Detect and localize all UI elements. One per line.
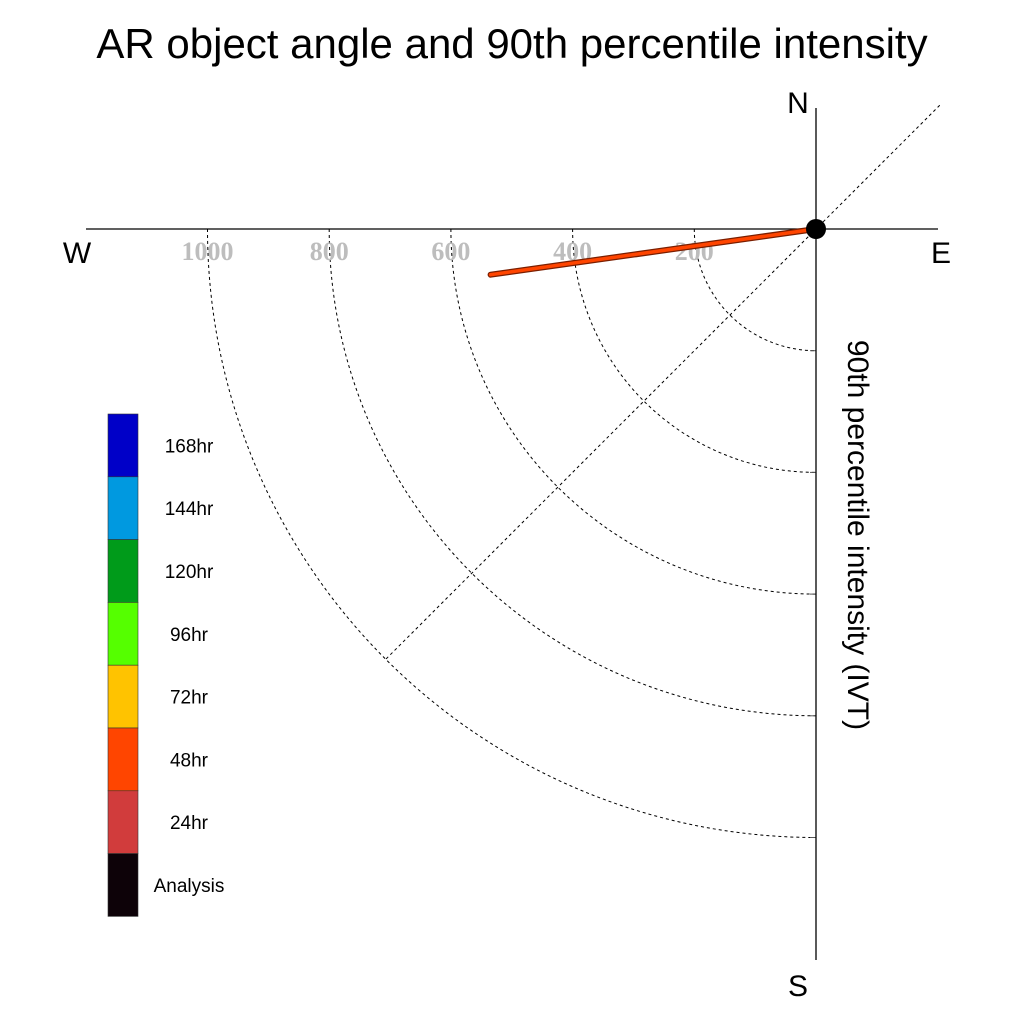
legend-swatch-24hr — [107, 790, 139, 854]
grid-arc-800 — [328, 228, 817, 717]
tick-label-1000: 1000 — [182, 237, 234, 266]
legend-swatch-168hr — [107, 413, 139, 478]
legend: 168hr 144hr 120hr 96hr 72hr 48hr 24hr Analysis — [107, 413, 225, 917]
legend-swatch-120hr — [107, 539, 139, 603]
legend-swatch-96hr — [107, 602, 139, 666]
grid-arc-400 — [572, 228, 817, 473]
legend-swatch-48hr — [107, 727, 139, 792]
chart-series — [487, 219, 826, 278]
legend-label-96hr: 96hr — [170, 625, 209, 646]
chart-title: AR object angle and 90th percentile inte… — [96, 20, 927, 67]
legend-label-168hr: 168hr — [165, 436, 214, 457]
legend-label-120hr: 120hr — [165, 562, 214, 583]
legend-label-144hr: 144hr — [165, 499, 214, 520]
grid-arc-600 — [450, 228, 817, 595]
compass-north-label: N — [787, 87, 809, 120]
legend-label-48hr: 48hr — [170, 750, 209, 771]
chart-grid — [207, 104, 941, 838]
compass-south-label: S — [788, 970, 808, 1003]
grid-arc-200 — [693, 228, 817, 352]
origin-marker — [806, 219, 826, 239]
legend-swatch-Analysis — [107, 853, 139, 917]
grid-arc-1000 — [207, 228, 817, 838]
series-line-48hr — [488, 227, 818, 277]
diagonal-guide — [384, 104, 941, 661]
compass-west-label: W — [63, 237, 92, 270]
legend-label-24hr: 24hr — [170, 813, 209, 834]
legend-label-Analysis: Analysis — [154, 876, 225, 897]
legend-label-72hr: 72hr — [170, 688, 209, 709]
radial-axis-label: 90th percentile intensity (IVT) — [841, 340, 874, 730]
legend-swatch-72hr — [107, 664, 139, 729]
compass-east-label: E — [931, 237, 951, 270]
tick-label-600: 600 — [431, 237, 470, 266]
tick-label-800: 800 — [310, 237, 349, 266]
legend-swatch-144hr — [107, 476, 139, 540]
